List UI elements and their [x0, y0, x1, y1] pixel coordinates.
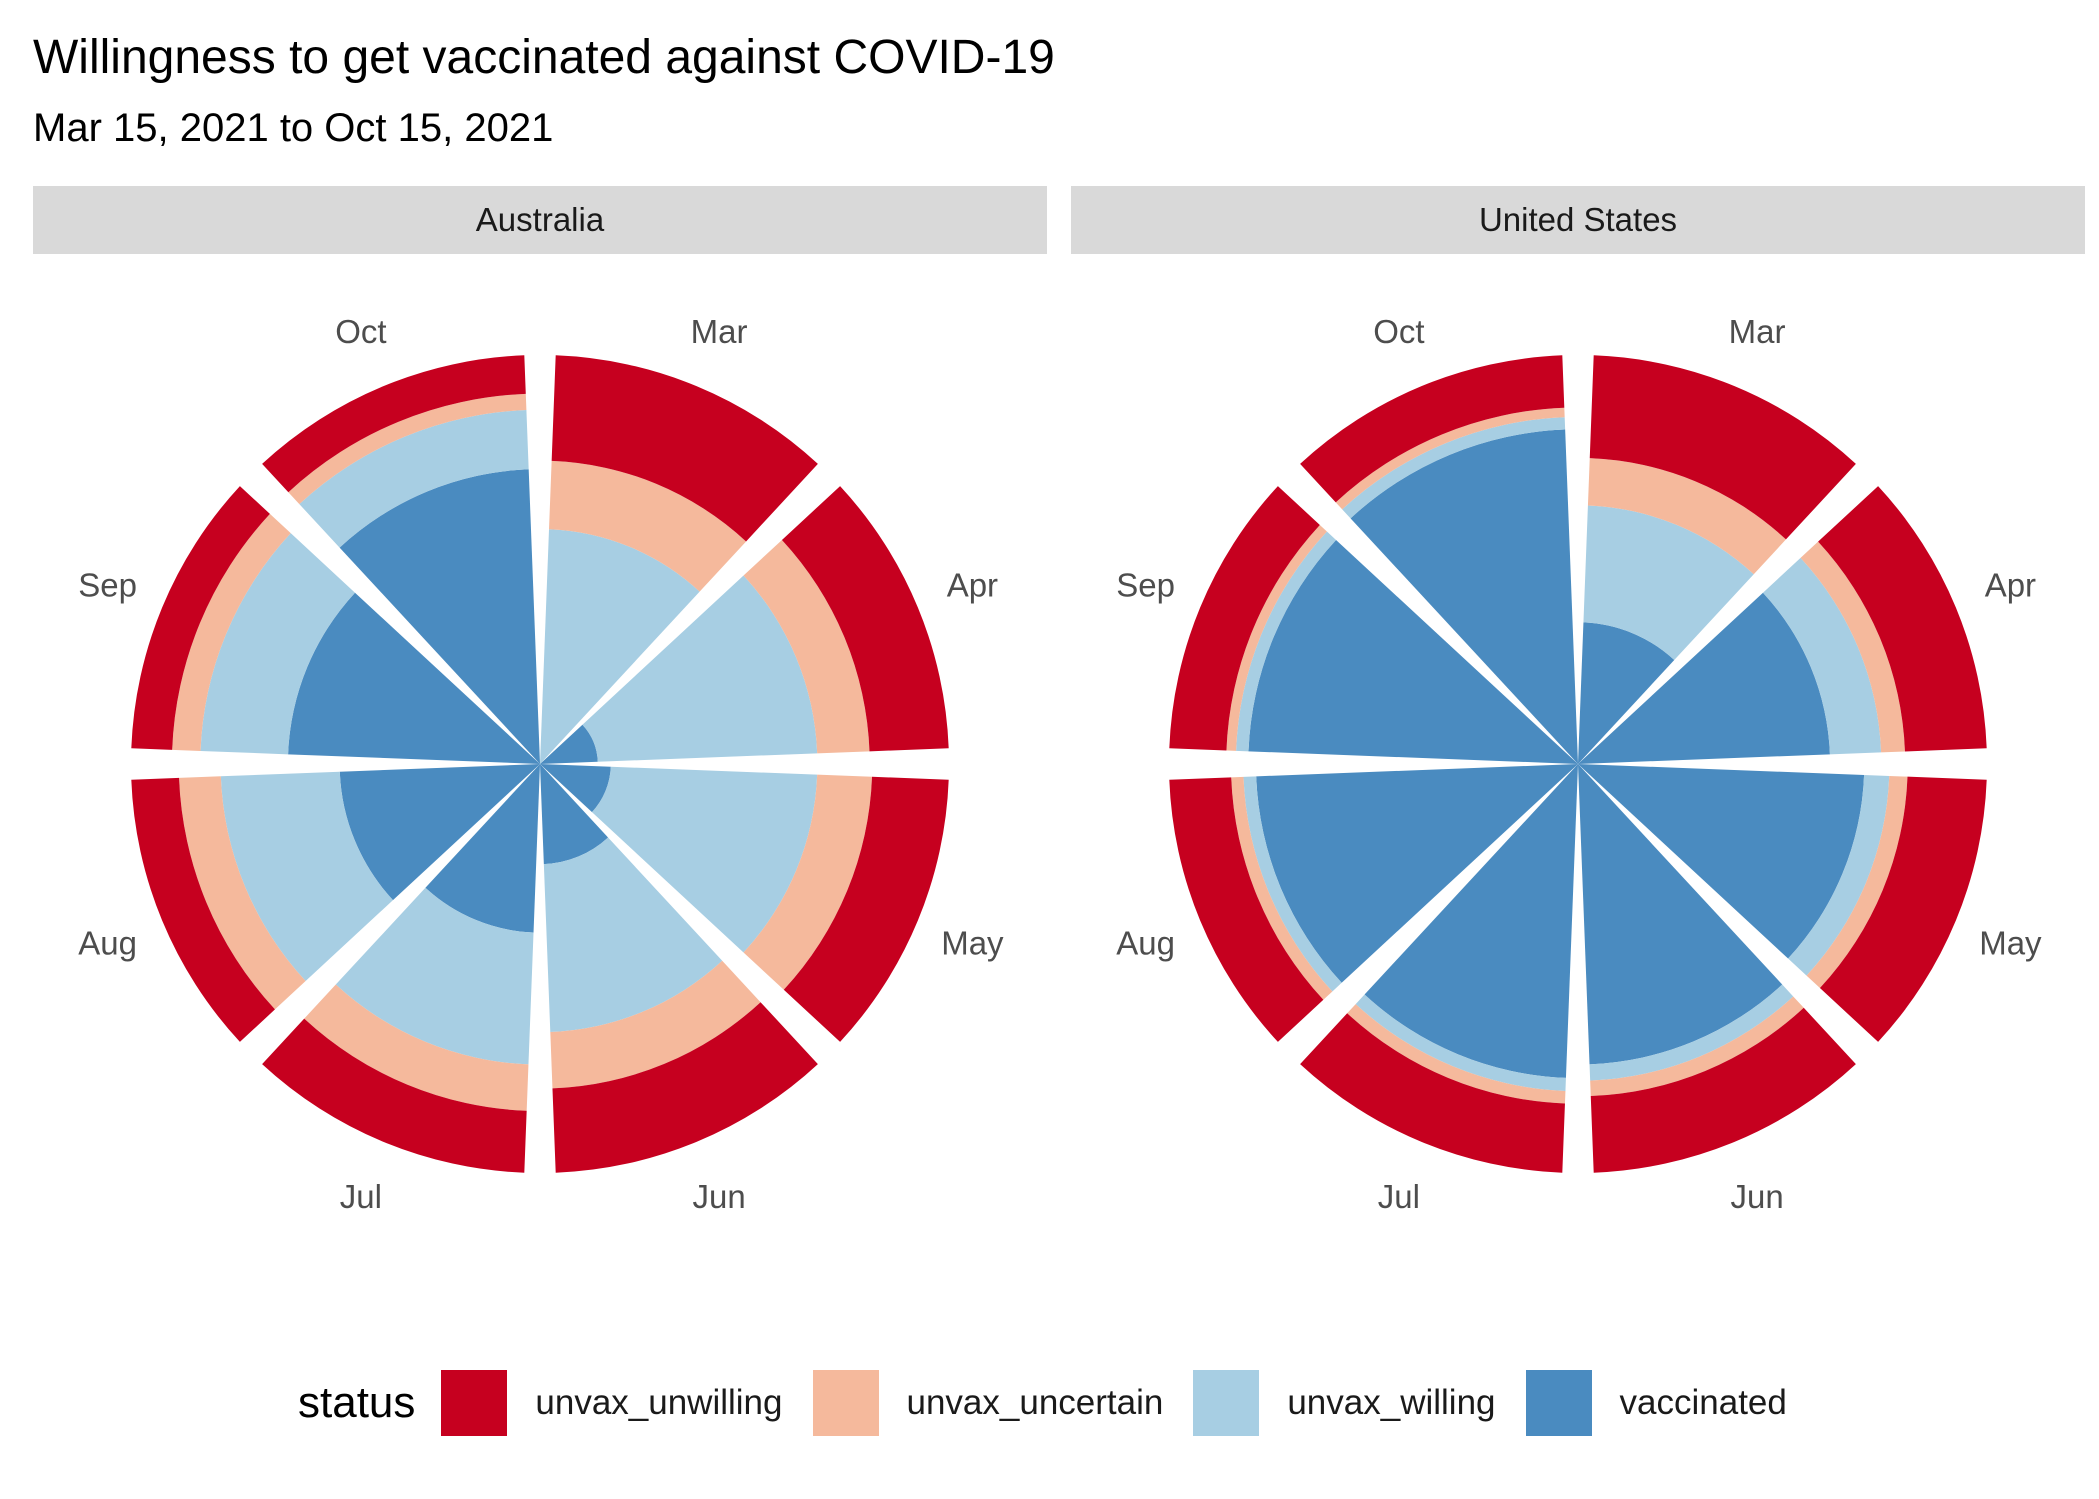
legend-label-unvax-unwilling: unvax_unwilling [535, 1383, 783, 1422]
bar-sep-vaccinated [288, 592, 540, 764]
bar-sep-unvax-unwilling [1169, 486, 1320, 751]
month-label-may: May [941, 925, 1004, 962]
bar-aug-unvax-uncertain [179, 776, 306, 1010]
legend-item-unvax-willing: unvax_willing [1193, 1370, 1496, 1436]
bar-apr-unvax-unwilling [781, 486, 949, 752]
month-label-jun: Jun [1730, 1178, 1783, 1215]
legend: status unvax_unwilling unvax_uncertain u… [298, 1368, 1817, 1438]
bar-apr-unvax-willing [582, 575, 818, 762]
bar-oct-unvax-willing [1342, 417, 1566, 519]
bar-jun-vaccinated [540, 764, 609, 865]
bar-jul-unvax-willing [335, 887, 534, 1065]
bar-aug-unvax-uncertain [1231, 776, 1333, 1000]
month-label-sep: Sep [78, 566, 137, 603]
bar-jul-unvax-uncertain [1347, 1004, 1566, 1104]
legend-swatch-unvax-willing [1193, 1370, 1260, 1436]
bar-mar-unvax-uncertain [1587, 458, 1786, 575]
bar-jun-vaccinated [1578, 764, 1783, 1065]
legend-swatch-unvax-uncertain [812, 1370, 879, 1436]
month-label-sep: Sep [1116, 566, 1175, 603]
bar-oct-unvax-uncertain [288, 393, 527, 505]
bar-mar-unvax-willing [1583, 505, 1754, 661]
bar-mar-unvax-unwilling [1589, 355, 1856, 540]
bar-apr-vaccinated [1578, 592, 1830, 764]
month-label-oct: Oct [335, 313, 386, 350]
bar-jun-unvax-unwilling [1590, 1007, 1856, 1173]
bar-may-unvax-willing [591, 766, 818, 953]
bar-oct-vaccinated [339, 469, 540, 764]
bar-oct-vaccinated [1350, 429, 1578, 764]
bar-jun-unvax-uncertain [550, 960, 761, 1089]
bar-jul-unvax-unwilling [1300, 1013, 1565, 1173]
legend-label-vaccinated: vaccinated [1619, 1383, 1787, 1422]
bar-aug-unvax-unwilling [1169, 777, 1324, 1042]
bar-sep-unvax-unwilling [131, 486, 270, 750]
bar-apr-unvax-uncertain [1800, 541, 1905, 753]
bar-jun-unvax-willing [543, 837, 723, 1033]
month-label-aug: Aug [1116, 925, 1175, 962]
month-label-apr: Apr [1985, 566, 2036, 603]
legend-item-vaccinated: vaccinated [1525, 1370, 1787, 1436]
bar-jul-unvax-willing [1355, 994, 1566, 1091]
polar-chart-australia: Mar Apr May Jun Jul Aug Sep Oct [78, 313, 1004, 1215]
bar-jul-unvax-uncertain [304, 984, 529, 1111]
bar-mar-unvax-unwilling [551, 355, 818, 542]
bar-jun-unvax-unwilling [552, 1002, 818, 1173]
month-label-jul: Jul [1378, 1178, 1420, 1215]
bar-may-unvax-uncertain [743, 774, 873, 990]
legend-title: status [298, 1378, 416, 1427]
bar-apr-unvax-willing [1762, 557, 1882, 755]
legend-label-unvax-willing: unvax_willing [1287, 1383, 1496, 1422]
legend-item-unvax-uncertain: unvax_uncertain [812, 1370, 1164, 1436]
month-label-mar: Mar [691, 313, 748, 350]
bar-mar-unvax-willing [540, 529, 700, 764]
bar-may-unvax-unwilling [783, 776, 949, 1042]
bar-jul-unvax-unwilling [262, 1018, 527, 1173]
month-label-jul: Jul [340, 1178, 382, 1215]
facet-strip-united-states: United States [1071, 186, 2085, 254]
bar-apr-unvax-uncertain [743, 539, 870, 754]
bar-aug-unvax-unwilling [131, 777, 275, 1042]
bar-jul-vaccinated [1364, 764, 1578, 1078]
legend-swatch-unvax-unwilling [441, 1370, 508, 1436]
legend-label-unvax-uncertain: unvax_uncertain [906, 1383, 1164, 1422]
bar-oct-unvax-uncertain [1335, 407, 1565, 510]
legend-item-unvax-unwilling: unvax_unwilling [441, 1370, 783, 1436]
bar-sep-unvax-uncertain [172, 513, 291, 751]
bar-oct-unvax-willing [299, 410, 529, 548]
month-label-aug: Aug [78, 925, 137, 962]
legend-swatch-vaccinated [1525, 1370, 1592, 1436]
facet-strip-australia: Australia [33, 186, 1047, 254]
bar-aug-unvax-willing [1243, 776, 1342, 992]
bar-aug-vaccinated [1256, 764, 1578, 983]
bar-mar-unvax-uncertain [549, 460, 747, 592]
bar-may-unvax-uncertain [1806, 775, 1908, 989]
bar-apr-vaccinated [540, 724, 598, 764]
bar-may-vaccinated [1578, 764, 1865, 959]
polar-chart-united-states: Mar Apr May Jun Jul Aug Sep Oct [1116, 313, 2042, 1215]
bar-sep-unvax-willing [1236, 531, 1337, 752]
bar-jul-vaccinated [425, 764, 540, 933]
chart-subtitle: Mar 15, 2021 to Oct 15, 2021 [33, 106, 554, 150]
bar-aug-vaccinated [339, 764, 540, 901]
bar-mar-vaccinated [1578, 622, 1675, 764]
month-label-apr: Apr [947, 566, 998, 603]
month-label-oct: Oct [1373, 313, 1424, 350]
bar-sep-unvax-willing [200, 533, 356, 755]
bar-jun-unvax-willing [1589, 984, 1794, 1081]
bar-may-vaccinated [540, 764, 611, 813]
chart-title: Willingness to get vaccinated against CO… [33, 31, 1055, 84]
month-label-mar: Mar [1729, 313, 1786, 350]
bar-may-unvax-willing [1788, 774, 1890, 976]
month-label-jun: Jun [692, 1178, 745, 1215]
bar-aug-unvax-willing [220, 771, 393, 982]
bar-oct-unvax-unwilling [1300, 355, 1565, 503]
bar-sep-vaccinated [1248, 539, 1578, 764]
bar-sep-unvax-uncertain [1226, 524, 1327, 751]
month-label-may: May [1979, 925, 2042, 962]
bar-oct-unvax-unwilling [262, 355, 526, 493]
bar-apr-unvax-unwilling [1818, 486, 1987, 752]
bar-may-unvax-unwilling [1819, 776, 1987, 1042]
bar-jun-unvax-uncertain [1590, 996, 1804, 1097]
